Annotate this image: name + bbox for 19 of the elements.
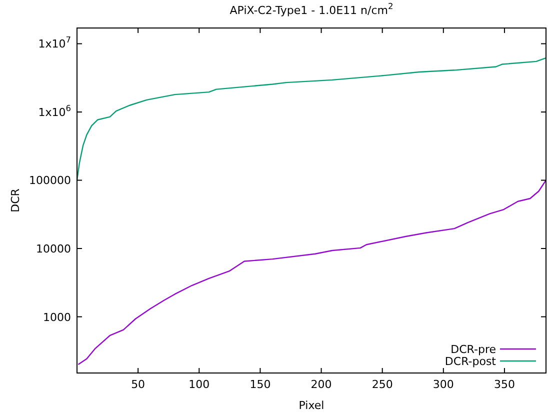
line-series — [76, 57, 547, 181]
y-tick-label: 10000 — [36, 242, 71, 256]
y-axis-title: DCR — [9, 188, 22, 212]
x-tick-label: 150 — [250, 378, 271, 391]
chart-title: APiX-C2-Type1 - 1.0E11 n/cm$^{2}$ — [230, 1, 394, 17]
x-axis-title: Pixel — [298, 399, 324, 412]
y-tick-label: 1x10$^{6}$ — [38, 102, 71, 119]
x-tick-label: 250 — [372, 378, 393, 391]
y-tick-label: 100000 — [29, 174, 71, 188]
x-tick-label: 300 — [432, 378, 454, 391]
legend-label: DCR-pre — [450, 343, 496, 356]
x-tick-label: 50 — [131, 378, 146, 391]
line-series — [78, 180, 547, 366]
x-tick-label: 100 — [188, 378, 210, 391]
legend-label: DCR-post — [444, 355, 497, 368]
x-tick-label: 200 — [310, 378, 332, 391]
y-tick-label: 1x10$^{7}$ — [38, 34, 71, 51]
x-tick-label: 350 — [494, 378, 515, 391]
y-tick-label: 1000 — [43, 310, 71, 324]
